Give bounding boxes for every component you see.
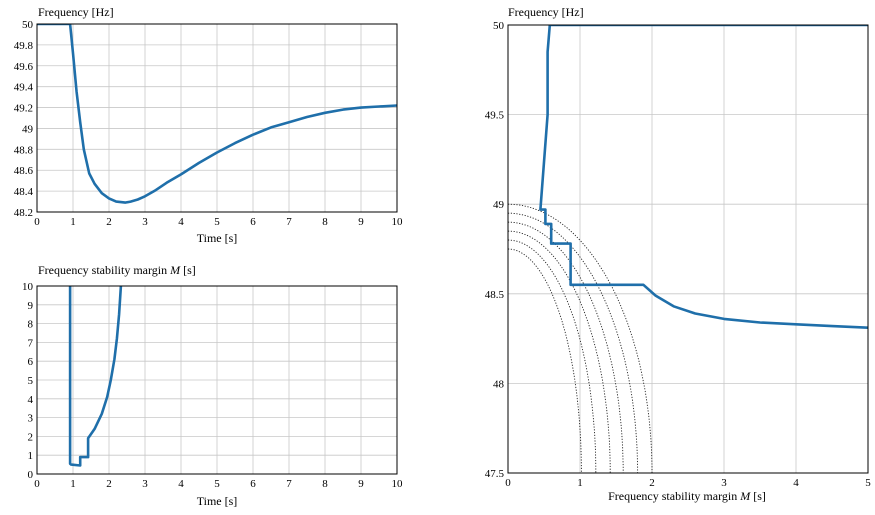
guide-curve bbox=[508, 248, 582, 473]
guide-curve bbox=[508, 230, 611, 473]
y-tick-label: 49 bbox=[22, 123, 34, 135]
y-tick-label: 49.5 bbox=[485, 110, 505, 122]
x-tick-label: 5 bbox=[865, 477, 871, 489]
x-tick-label: 9 bbox=[358, 216, 364, 228]
chart-2-x-label: Time [s] bbox=[197, 494, 238, 508]
x-tick-label: 8 bbox=[322, 478, 328, 490]
x-tick-label: 10 bbox=[392, 216, 404, 228]
x-tick-label: 0 bbox=[505, 477, 511, 489]
x-tick-label: 1 bbox=[70, 216, 76, 228]
x-tick-label: 2 bbox=[106, 216, 112, 228]
guide-curve bbox=[508, 212, 639, 473]
chart-3-frame bbox=[507, 24, 869, 474]
x-tick-label: 4 bbox=[793, 477, 799, 489]
y-tick-label: 48.6 bbox=[14, 165, 34, 177]
chart-2-title: Frequency stability margin M [s] bbox=[38, 263, 196, 277]
guide-curve bbox=[508, 221, 624, 473]
y-tick-label: 7 bbox=[28, 337, 34, 349]
chart-1-title: Frequency [Hz] bbox=[38, 5, 114, 19]
y-tick-label: 5 bbox=[28, 375, 34, 387]
x-tick-label: 6 bbox=[250, 216, 256, 228]
y-tick-label: 4 bbox=[28, 394, 34, 406]
y-tick-label: 10 bbox=[22, 281, 34, 293]
chart-3-x-ticks: 0 1 2 3 4 5 bbox=[505, 477, 871, 489]
x-tick-label: 10 bbox=[392, 478, 404, 490]
x-tick-label: 2 bbox=[106, 478, 112, 490]
y-tick-label: 49.4 bbox=[14, 82, 34, 94]
x-tick-label: 7 bbox=[286, 478, 292, 490]
x-tick-label: 9 bbox=[358, 478, 364, 490]
chart-3-title: Frequency [Hz] bbox=[508, 5, 584, 19]
x-tick-label: 3 bbox=[142, 216, 148, 228]
series-line bbox=[539, 25, 868, 329]
y-tick-label: 48 bbox=[493, 378, 505, 390]
chart-3-x-label: Frequency stability margin M [s] bbox=[608, 489, 766, 503]
x-tick-label: 3 bbox=[142, 478, 148, 490]
chart-frequency-margin: Frequency [Hz] 0 1 2 3 4 5 47.5 48 48.5 49 49.5 50… bbox=[485, 5, 872, 503]
chart-1-x-label: Time [s] bbox=[197, 231, 238, 245]
y-tick-label: 48.8 bbox=[14, 144, 34, 156]
y-tick-label: 47.5 bbox=[485, 468, 505, 480]
chart-2-title-text: Frequency stability margin bbox=[38, 263, 170, 277]
chart-3-guide-curves bbox=[508, 203, 653, 473]
y-tick-label: 9 bbox=[28, 300, 34, 312]
y-tick-label: 49.6 bbox=[14, 61, 34, 73]
y-tick-label: 48.4 bbox=[14, 186, 34, 198]
x-tick-label: 0 bbox=[34, 478, 40, 490]
guide-curve bbox=[508, 239, 597, 473]
chart-3-series bbox=[539, 25, 868, 329]
y-tick-label: 50 bbox=[493, 20, 505, 32]
chart-2-title-suffix: [s] bbox=[180, 263, 196, 277]
chart-1-frame bbox=[36, 23, 398, 213]
chart-1-x-ticks: 0 1 2 3 4 5 6 7 8 9 10 bbox=[34, 216, 403, 228]
chart-2-x-ticks: 0 1 2 3 4 5 6 7 8 9 10 bbox=[34, 478, 403, 490]
chart-2-series bbox=[68, 286, 123, 467]
y-tick-label: 1 bbox=[28, 450, 34, 462]
chart-margin-time: Frequency stability margin M [s] 0 1 2 3 4 5 6… bbox=[22, 263, 403, 508]
y-tick-label: 48.5 bbox=[485, 289, 505, 301]
x-tick-label: 0 bbox=[34, 216, 40, 228]
y-tick-label: 3 bbox=[28, 413, 34, 425]
x-tick-label: 2 bbox=[649, 477, 655, 489]
y-tick-label: 49.2 bbox=[14, 103, 33, 115]
chart-1-y-ticks: 48.2 48.4 48.6 48.8 49 49.2 49.4 49.6 49.8 50 bbox=[14, 19, 34, 219]
x-tick-label: 5 bbox=[214, 478, 220, 490]
chart-3-x-label-suffix: [s] bbox=[750, 489, 766, 503]
chart-3-y-ticks: 47.5 48 48.5 49 49.5 50 bbox=[485, 20, 505, 480]
x-tick-label: 3 bbox=[721, 477, 727, 489]
chart-1-series bbox=[37, 24, 397, 204]
chart-2-title-symbol: M bbox=[169, 263, 181, 277]
series-line bbox=[68, 286, 123, 467]
chart-2-y-ticks: 0 1 2 3 4 5 6 7 8 9 10 bbox=[22, 281, 34, 481]
x-tick-label: 4 bbox=[178, 216, 184, 228]
chart-2-grid bbox=[36, 285, 398, 475]
chart-frequency-time: Frequency [Hz] 0 1 2 3 4 5 6 7 8 9 10 48.2 48.4 48.6… bbox=[14, 5, 403, 245]
x-tick-label: 1 bbox=[70, 478, 76, 490]
y-tick-label: 50 bbox=[22, 19, 34, 31]
chart-3-grid bbox=[507, 24, 869, 474]
y-tick-label: 6 bbox=[28, 356, 34, 368]
series-line bbox=[37, 24, 397, 204]
x-tick-label: 7 bbox=[286, 216, 292, 228]
y-tick-label: 48.2 bbox=[14, 207, 33, 219]
guide-curve bbox=[508, 203, 653, 473]
x-tick-label: 5 bbox=[214, 216, 220, 228]
y-tick-label: 49 bbox=[493, 199, 505, 211]
y-tick-label: 8 bbox=[28, 319, 34, 331]
y-tick-label: 2 bbox=[28, 431, 34, 443]
chart-3-x-label-symbol: M bbox=[739, 489, 751, 503]
x-tick-label: 1 bbox=[577, 477, 583, 489]
y-tick-label: 0 bbox=[28, 469, 34, 481]
chart-3-x-label-text: Frequency stability margin bbox=[608, 489, 740, 503]
chart-1-grid bbox=[36, 23, 398, 213]
x-tick-label: 8 bbox=[322, 216, 328, 228]
x-tick-label: 6 bbox=[250, 478, 256, 490]
chart-2-frame bbox=[36, 285, 398, 475]
x-tick-label: 4 bbox=[178, 478, 184, 490]
y-tick-label: 49.8 bbox=[14, 40, 34, 52]
